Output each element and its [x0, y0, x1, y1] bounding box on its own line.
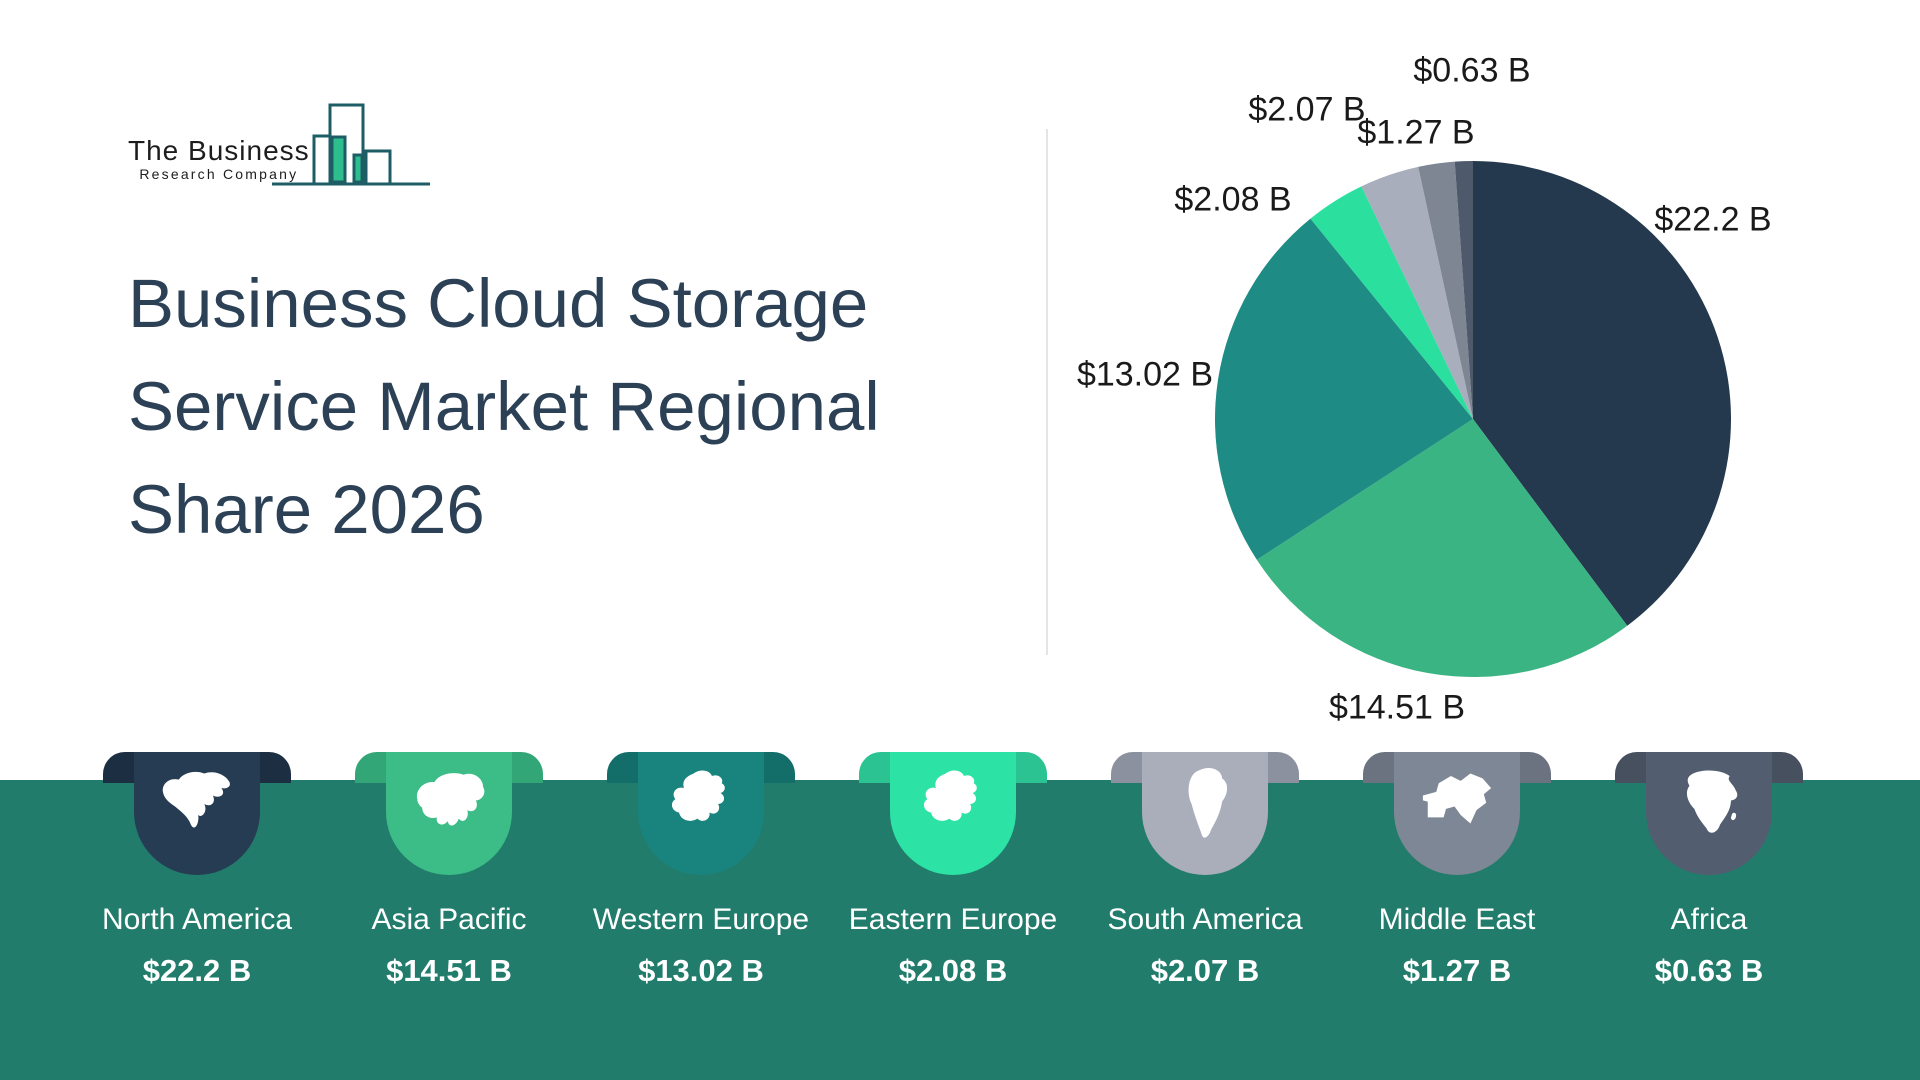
- pie-value-label-asia-pacific: $14.51 B: [1328, 688, 1466, 727]
- region-value: $1.27 B: [1402, 953, 1512, 988]
- pie-slice-north-america: [1473, 161, 1732, 626]
- pie-slice-middle-east: [1418, 161, 1473, 419]
- pie-value-label-middle-east: $1.27 B: [1357, 113, 1475, 152]
- brand-logo: The Business Research Company: [128, 100, 438, 186]
- ribbon-badge: [607, 752, 795, 875]
- bar-chart-logo-icon: [271, 103, 430, 186]
- ribbon-lobe: [890, 752, 1016, 875]
- pie-value-label-south-america: $2.07 B: [1248, 90, 1366, 129]
- pie-slice-western-europe: [1214, 218, 1473, 560]
- ribbon-lobe: [1142, 752, 1268, 875]
- pie-value-label-north-america: $22.2 B: [1654, 200, 1772, 239]
- region-card-middle-east: Middle East $1.27 B: [1337, 752, 1577, 989]
- ribbon-lobe: [134, 752, 260, 875]
- region-card-asia-pacific: Asia Pacific $14.51 B: [329, 752, 569, 989]
- region-value: $14.51 B: [386, 953, 512, 988]
- title-line-2: Service Market Regional: [128, 368, 880, 445]
- ribbon-badge: [1615, 752, 1803, 875]
- region-name: Africa: [1670, 903, 1748, 936]
- brand-logo-text: The Business Research Company: [128, 136, 310, 184]
- brand-name: The Business: [128, 135, 310, 166]
- brand-subtitle: Research Company: [139, 166, 299, 182]
- region-value: $13.02 B: [638, 953, 764, 988]
- ribbon-badge: [103, 752, 291, 875]
- region-name: Western Europe: [592, 903, 810, 936]
- pie-chart: [1214, 161, 1732, 678]
- ribbon-badge: [355, 752, 543, 875]
- title-line-3: Share 2026: [128, 471, 485, 548]
- africa-icon: [1686, 770, 1738, 833]
- region-card-africa: Africa $0.63 B: [1589, 752, 1829, 989]
- region-value: $2.07 B: [1150, 953, 1260, 988]
- ribbon-badge: [1363, 752, 1551, 875]
- vertical-divider: [1046, 129, 1048, 655]
- ribbon-lobe: [638, 752, 764, 875]
- region-card-western-europe: Western Europe $13.02 B: [581, 752, 821, 989]
- asia-icon: [416, 773, 485, 826]
- region-card-north-america: North America $22.2 B: [77, 752, 317, 989]
- ribbon-badge: [1111, 752, 1299, 875]
- pie-slice-south-america: [1361, 166, 1473, 419]
- region-name: South America: [1107, 903, 1303, 936]
- region-name: Middle East: [1378, 903, 1536, 936]
- region-name: Asia Pacific: [371, 903, 527, 936]
- europe-icon: [671, 770, 725, 821]
- pie-value-label-western-europe: $13.02 B: [1076, 355, 1214, 394]
- north-america-icon: [162, 771, 230, 828]
- title-line-1: Business Cloud Storage: [128, 265, 869, 342]
- pie-slice-africa: [1454, 161, 1473, 419]
- region-card-eastern-europe: Eastern Europe $2.08 B: [833, 752, 1073, 989]
- europe-icon: [923, 770, 977, 821]
- region-cards: North America $22.2 B Asia Pacific $14.51 B…: [77, 752, 1829, 989]
- region-value: $0.63 B: [1654, 953, 1764, 988]
- region-card-south-america: South America $2.07 B: [1085, 752, 1325, 989]
- ribbon-badge: [859, 752, 1047, 875]
- region-name: North America: [101, 903, 293, 936]
- region-value: $22.2 B: [142, 953, 252, 988]
- region-value: $2.08 B: [898, 953, 1008, 988]
- south-america-icon: [1188, 767, 1228, 838]
- middle-east-icon: [1422, 773, 1492, 824]
- ribbon-lobe: [1646, 752, 1772, 875]
- region-name: Eastern Europe: [848, 903, 1058, 936]
- pie-slice-eastern-europe: [1310, 186, 1473, 419]
- ribbon-lobe: [386, 752, 512, 875]
- page-title: Business Cloud Storage Service Market Re…: [128, 252, 988, 561]
- ribbon-lobe: [1394, 752, 1520, 875]
- pie-value-label-africa: $0.63 B: [1413, 51, 1531, 90]
- pie-value-label-eastern-europe: $2.08 B: [1174, 180, 1292, 219]
- pie-slice-asia-pacific: [1256, 419, 1628, 678]
